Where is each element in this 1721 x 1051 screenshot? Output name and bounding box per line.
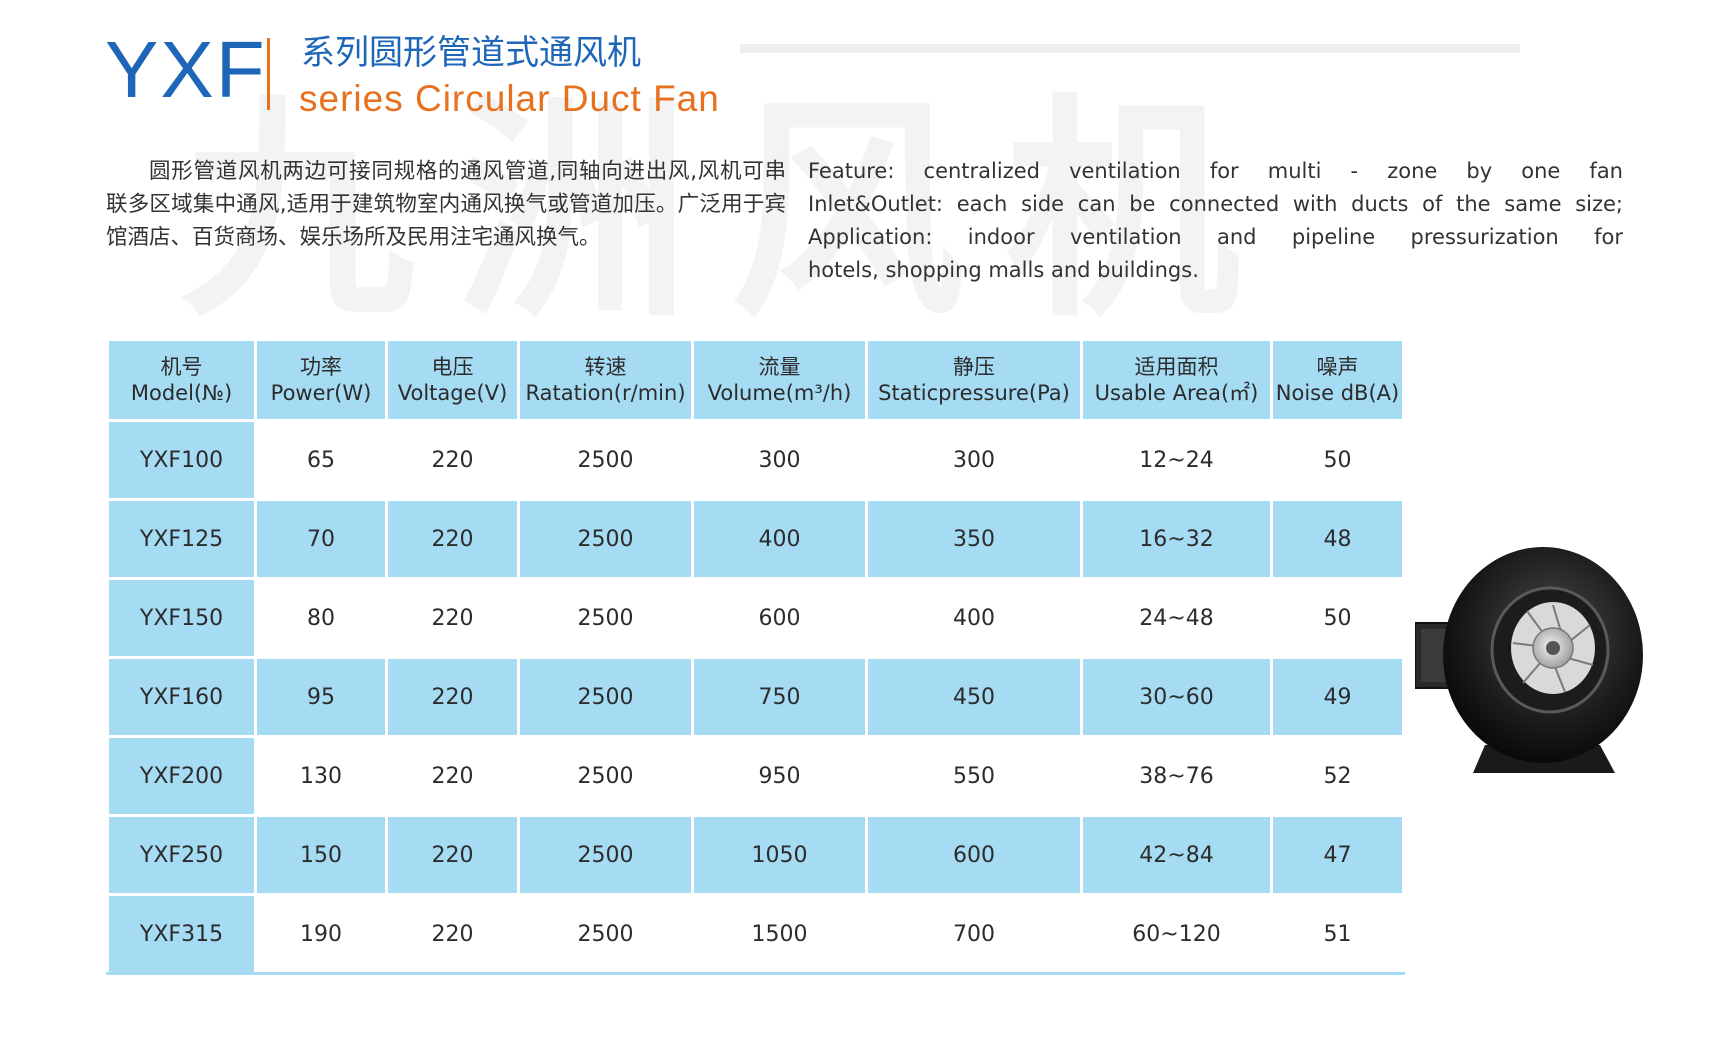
- header-power: 功率 Power(W): [254, 338, 388, 422]
- cell-noise: 49: [1270, 656, 1405, 738]
- table-row: YXF160 95 220 2500 750 450 30~60 49: [106, 656, 1405, 738]
- cell-model: YXF200: [106, 735, 257, 817]
- cell-volume: 1050: [691, 814, 868, 896]
- description-en-line: Inlet&Outlet: each side can be connected…: [808, 192, 1623, 216]
- cell-model: YXF250: [106, 814, 257, 896]
- cell-voltage: 220: [385, 498, 520, 580]
- cell-usable-area: 24~48: [1080, 577, 1273, 659]
- description-en-line: hotels, shopping malls and buildings.: [808, 258, 1199, 282]
- spec-table: 机号 Model(№) 功率 Power(W) 电压 Voltage(V) 转速 Rat…: [106, 338, 1405, 975]
- cell-static-pressure: 600: [865, 814, 1083, 896]
- header-usable-area: 适用面积 Usable Area(㎡): [1080, 338, 1273, 422]
- cell-static-pressure: 350: [865, 498, 1083, 580]
- header-static-pressure: 静压 Staticpressure(Pa): [865, 338, 1083, 422]
- cell-static-pressure: 550: [865, 735, 1083, 817]
- cell-voltage: 220: [385, 419, 520, 501]
- cell-static-pressure: 450: [865, 656, 1083, 738]
- cell-usable-area: 16~32: [1080, 498, 1273, 580]
- table-row: YXF315 190 220 2500 1500 700 60~120 51: [106, 893, 1405, 975]
- brand-title: YXF: [105, 25, 267, 114]
- cell-noise: 52: [1270, 735, 1405, 817]
- cell-rotation: 2500: [517, 814, 694, 896]
- description-english: Feature: centralized ventilation for mul…: [808, 155, 1623, 287]
- header-voltage: 电压 Voltage(V): [385, 338, 520, 422]
- cell-rotation: 2500: [517, 419, 694, 501]
- cell-noise: 47: [1270, 814, 1405, 896]
- cell-voltage: 220: [385, 814, 520, 896]
- cell-volume: 750: [691, 656, 868, 738]
- cell-usable-area: 60~120: [1080, 893, 1273, 975]
- cell-voltage: 220: [385, 735, 520, 817]
- description-en-line: Application: indoor ventilation and pipe…: [808, 225, 1623, 249]
- cell-power: 95: [254, 656, 388, 738]
- header-model: 机号 Model(№): [106, 338, 257, 422]
- cell-rotation: 2500: [517, 735, 694, 817]
- cell-voltage: 220: [385, 577, 520, 659]
- cell-rotation: 2500: [517, 656, 694, 738]
- cell-noise: 48: [1270, 498, 1405, 580]
- cell-rotation: 2500: [517, 893, 694, 975]
- cell-volume: 950: [691, 735, 868, 817]
- table-header-row: 机号 Model(№) 功率 Power(W) 电压 Voltage(V) 转速 Rat…: [106, 338, 1405, 422]
- header-noise: 噪声 Noise dB(A): [1270, 338, 1405, 422]
- cell-static-pressure: 300: [865, 419, 1083, 501]
- description-chinese: 圆形管道风机两边可接同规格的通风管道,同轴向进出风,风机可串联多区域集中通风,适…: [106, 159, 786, 250]
- cell-static-pressure: 400: [865, 577, 1083, 659]
- cell-volume: 400: [691, 498, 868, 580]
- table-row: YXF150 80 220 2500 600 400 24~48 50: [106, 577, 1405, 659]
- header-rotation: 转速 Ratation(r/min): [517, 338, 694, 422]
- cell-volume: 300: [691, 419, 868, 501]
- cell-model: YXF150: [106, 577, 257, 659]
- cell-rotation: 2500: [517, 577, 694, 659]
- cell-power: 130: [254, 735, 388, 817]
- cell-static-pressure: 700: [865, 893, 1083, 975]
- cell-power: 190: [254, 893, 388, 975]
- cell-model: YXF100: [106, 419, 257, 501]
- circular-duct-fan-icon: [1414, 545, 1645, 789]
- title-divider: [267, 38, 270, 110]
- cell-power: 70: [254, 498, 388, 580]
- cell-model: YXF160: [106, 656, 257, 738]
- cell-power: 80: [254, 577, 388, 659]
- table-row: YXF200 130 220 2500 950 550 38~76 52: [106, 735, 1405, 817]
- cell-volume: 1500: [691, 893, 868, 975]
- header-volume: 流量 Volume(m³/h): [691, 338, 868, 422]
- watermark-text: 九洲风机: [180, 76, 1280, 349]
- cell-voltage: 220: [385, 893, 520, 975]
- table-row: YXF250 150 220 2500 1050 600 42~84 47: [106, 814, 1405, 896]
- cell-power: 150: [254, 814, 388, 896]
- cell-usable-area: 42~84: [1080, 814, 1273, 896]
- cell-model: YXF315: [106, 893, 257, 975]
- cell-volume: 600: [691, 577, 868, 659]
- cell-noise: 50: [1270, 577, 1405, 659]
- cell-voltage: 220: [385, 656, 520, 738]
- title-english: series Circular Duct Fan: [299, 78, 720, 119]
- table-row: YXF125 70 220 2500 400 350 16~32 48: [106, 498, 1405, 580]
- description-en-line: Feature: centralized ventilation for mul…: [808, 159, 1623, 183]
- table-row: YXF100 65 220 2500 300 300 12~24 50: [106, 419, 1405, 501]
- watermark-bar: [740, 44, 1520, 53]
- cell-usable-area: 30~60: [1080, 656, 1273, 738]
- title-chinese: 系列圆形管道式通风机: [301, 33, 641, 73]
- cell-model: YXF125: [106, 498, 257, 580]
- cell-usable-area: 12~24: [1080, 419, 1273, 501]
- cell-power: 65: [254, 419, 388, 501]
- cell-usable-area: 38~76: [1080, 735, 1273, 817]
- cell-noise: 51: [1270, 893, 1405, 975]
- cell-rotation: 2500: [517, 498, 694, 580]
- cell-noise: 50: [1270, 419, 1405, 501]
